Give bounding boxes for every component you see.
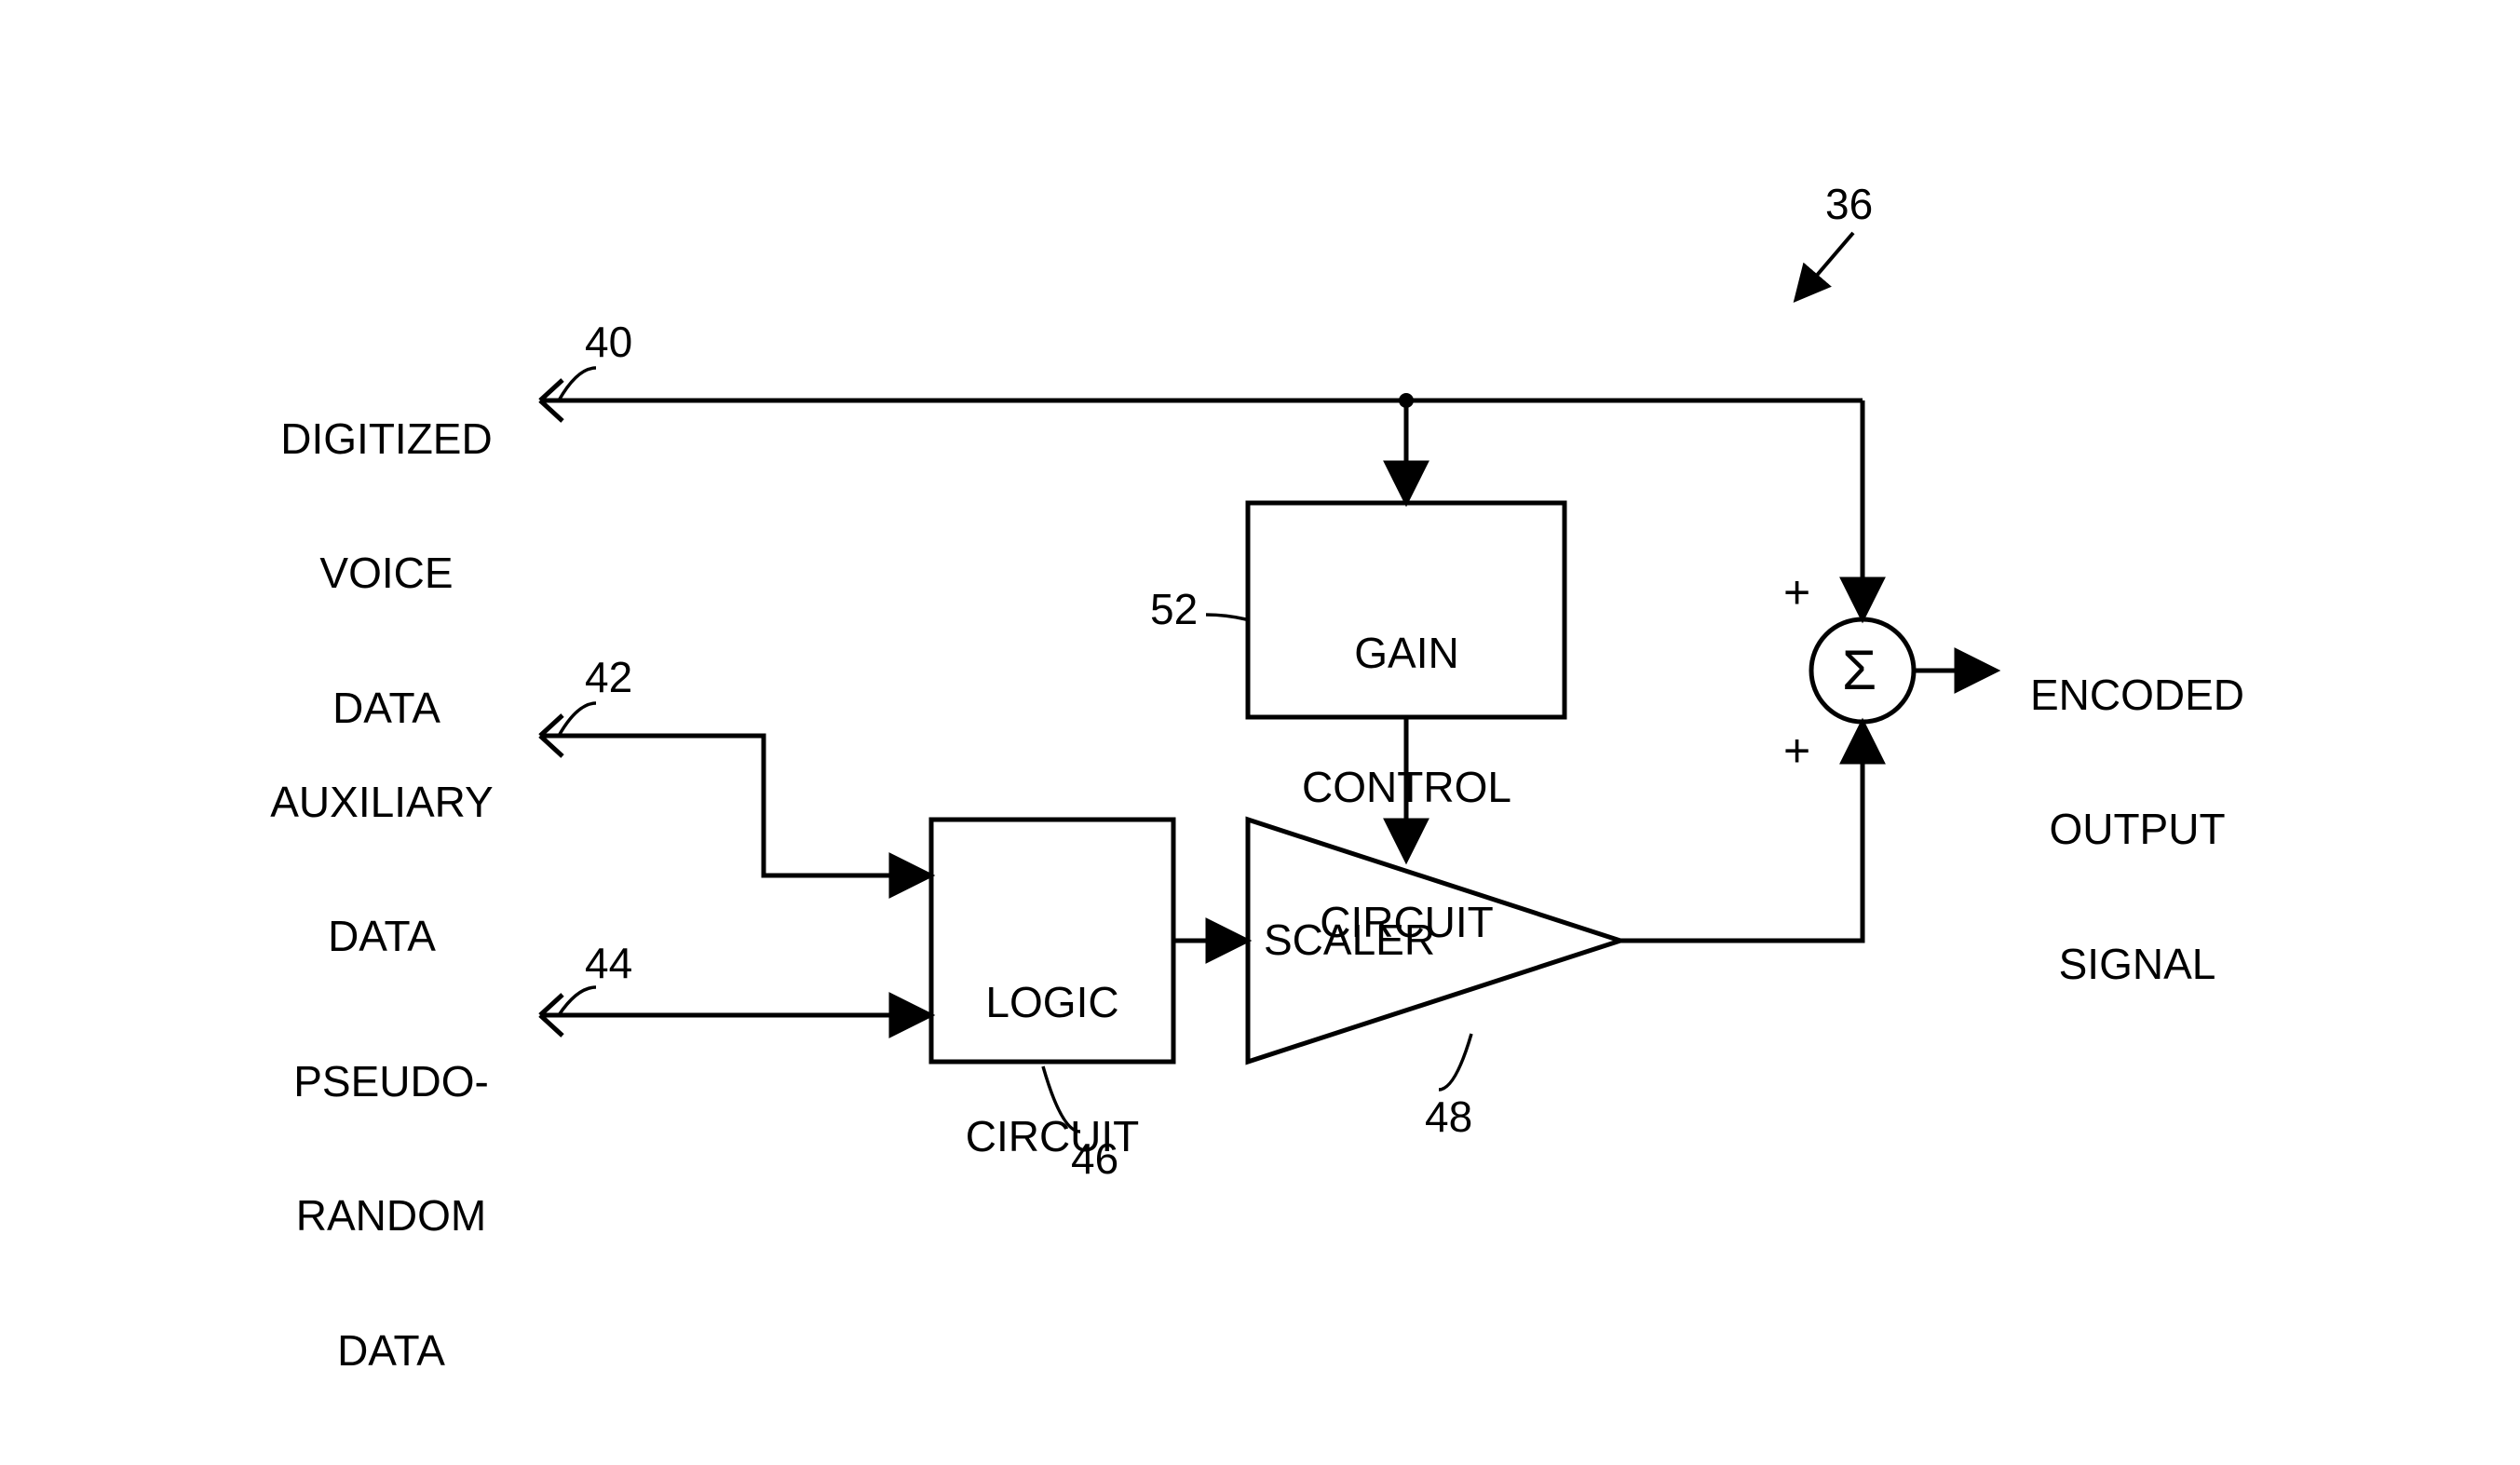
ref-42-leader bbox=[559, 703, 596, 736]
label-digitized-voice-l2: VOICE bbox=[256, 550, 517, 595]
plus-top: + bbox=[1783, 568, 1810, 617]
label-logic-l2: CIRCUIT bbox=[955, 1114, 1150, 1159]
junction-dot bbox=[1399, 393, 1414, 408]
label-output-l2: OUTPUT bbox=[2016, 807, 2258, 851]
label-gain-l2: CONTROL bbox=[1265, 765, 1549, 809]
label-encoded-output: ENCODED OUTPUT SIGNAL bbox=[2016, 582, 2258, 1077]
ref-52-leader bbox=[1206, 615, 1246, 619]
ref-46: 46 bbox=[1071, 1136, 1118, 1181]
label-logic-circuit: LOGIC CIRCUIT bbox=[955, 889, 1150, 1249]
ref-36: 36 bbox=[1825, 182, 1873, 226]
wire-scaler-to-sum bbox=[1620, 726, 1863, 941]
plus-bottom: + bbox=[1783, 726, 1810, 776]
sum-symbol: Σ bbox=[1842, 641, 1876, 699]
ref-40: 40 bbox=[585, 319, 632, 364]
ref-42: 42 bbox=[585, 655, 632, 699]
label-auxiliary-l2: DATA bbox=[251, 914, 512, 958]
ref-48: 48 bbox=[1425, 1094, 1472, 1139]
wire-aux-to-logic bbox=[540, 736, 928, 875]
label-logic-l1: LOGIC bbox=[955, 980, 1150, 1024]
label-output-l1: ENCODED bbox=[2016, 672, 2258, 717]
diagram-canvas: DIGITIZED VOICE DATA 40 AUXILIARY DATA 4… bbox=[0, 0, 2520, 1395]
ref-44-leader bbox=[559, 987, 596, 1015]
ref-40-leader bbox=[559, 368, 596, 400]
label-prand-l3: DATA bbox=[270, 1328, 512, 1373]
label-pseudo-random: PSEUDO- RANDOM DATA bbox=[270, 969, 512, 1463]
ref-36-leader bbox=[1797, 233, 1853, 298]
label-scaler: SCALER bbox=[1264, 917, 1435, 962]
label-auxiliary-l1: AUXILIARY bbox=[251, 780, 512, 824]
label-output-l3: SIGNAL bbox=[2016, 942, 2258, 986]
ref-48-leader bbox=[1439, 1034, 1471, 1090]
label-digitized-voice-l1: DIGITIZED bbox=[256, 416, 517, 461]
label-prand-l1: PSEUDO- bbox=[270, 1059, 512, 1104]
ref-52: 52 bbox=[1150, 587, 1198, 631]
ref-44: 44 bbox=[585, 941, 632, 985]
label-gain-l1: GAIN bbox=[1265, 631, 1549, 675]
label-prand-l2: RANDOM bbox=[270, 1193, 512, 1238]
